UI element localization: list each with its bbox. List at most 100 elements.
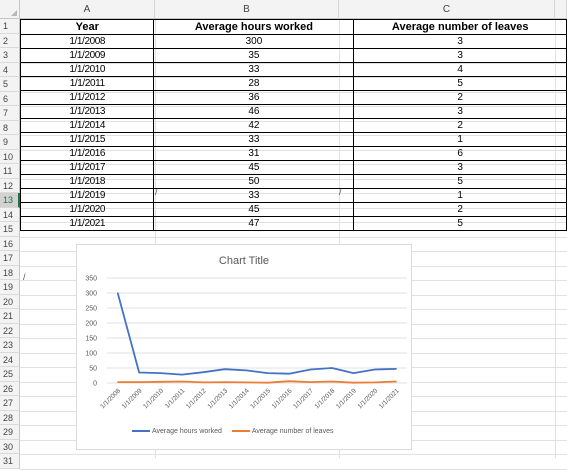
cell-hours[interactable]: 300 xyxy=(153,34,355,49)
row-header-23[interactable]: 23 xyxy=(0,338,20,353)
cell-leaves[interactable]: 1 xyxy=(353,188,567,203)
cell-hours[interactable]: 35 xyxy=(153,48,355,63)
line-chart[interactable]: Chart Title 0 50 100 150 200 250 300 350 1/1/200… xyxy=(76,244,412,450)
column-header-c[interactable]: C xyxy=(339,0,555,19)
cell-hours[interactable]: 33 xyxy=(153,132,355,147)
row-header-5[interactable]: 5 xyxy=(0,77,20,92)
table-row: 1/1/2012 36 2 xyxy=(19,90,567,105)
column-header-a[interactable]: A xyxy=(20,0,155,19)
cell-year[interactable]: 1/1/2008 xyxy=(19,34,155,49)
cell-hours[interactable]: 42 xyxy=(153,118,355,133)
row-header-25[interactable]: 25 xyxy=(0,367,20,382)
row-header-20[interactable]: 20 xyxy=(0,294,20,309)
cell-year[interactable]: 1/1/2014 xyxy=(19,118,155,133)
column-header-b[interactable]: B xyxy=(155,0,339,19)
row-header-3[interactable]: 3 xyxy=(0,48,20,63)
cell-year[interactable]: 1/1/2013 xyxy=(19,104,155,119)
cell-leaves[interactable]: 4 xyxy=(353,62,567,77)
gridline-col xyxy=(555,19,556,458)
row-header-8[interactable]: 8 xyxy=(0,120,20,135)
row-header-17[interactable]: 17 xyxy=(0,251,20,266)
y-tick-label: 300 xyxy=(85,291,97,298)
cell-hours[interactable]: 45 xyxy=(153,202,355,217)
row-header-21[interactable]: 21 xyxy=(0,309,20,324)
series-line-hours[interactable] xyxy=(116,292,397,376)
cell-year[interactable]: 1/1/2010 xyxy=(19,62,155,77)
row-header-28[interactable]: 28 xyxy=(0,410,20,425)
cell-hours[interactable]: 45 xyxy=(153,160,355,175)
row-header-11[interactable]: 11 xyxy=(0,164,20,179)
cell-leaves[interactable]: 3 xyxy=(353,160,567,175)
row-header-7[interactable]: 7 xyxy=(0,106,20,121)
cell-leaves[interactable]: 5 xyxy=(353,216,567,231)
cell-year[interactable]: 1/1/2012 xyxy=(19,90,155,105)
cell-year[interactable]: 1/1/2018 xyxy=(19,174,155,189)
cell-leaves[interactable]: 2 xyxy=(353,118,567,133)
cell-hours[interactable]: 33 xyxy=(153,188,355,203)
cell-hours[interactable]: 46 xyxy=(153,104,355,119)
cell-year[interactable]: 1/1/2015 xyxy=(19,132,155,147)
chart-plot: 0501001502002503003501/1/20081/1/20091/1… xyxy=(85,276,407,410)
legend-item-leaves: Average number of leaves xyxy=(231,428,334,435)
gridline-col xyxy=(155,19,156,458)
cell-leaves[interactable]: 3 xyxy=(353,48,567,63)
row-header-15[interactable]: 15 xyxy=(0,222,20,237)
data-point-hours xyxy=(159,372,162,374)
row-header-31[interactable]: 31 xyxy=(0,454,20,469)
x-tick-label: 1/1/2011 xyxy=(164,387,187,410)
cell-leaves[interactable]: 2 xyxy=(353,90,567,105)
row-header-14[interactable]: 14 xyxy=(0,207,20,222)
row-header-24[interactable]: 24 xyxy=(0,352,20,367)
row-header-18[interactable]: 18 xyxy=(0,265,20,280)
cell-leaves[interactable]: 6 xyxy=(353,146,567,161)
cell-year[interactable]: 1/1/2021 xyxy=(19,216,155,231)
row-header-10[interactable]: 10 xyxy=(0,149,20,164)
header-hours[interactable]: Average hours worked xyxy=(153,19,355,35)
row-header-22[interactable]: 22 xyxy=(0,323,20,338)
cell-year[interactable]: 1/1/2009 xyxy=(19,48,155,63)
row-header-27[interactable]: 27 xyxy=(0,396,20,411)
cell-year[interactable]: 1/1/2017 xyxy=(19,160,155,175)
row-header-16[interactable]: 16 xyxy=(0,236,20,251)
cell-hours[interactable]: 31 xyxy=(153,146,355,161)
chart-legend[interactable]: Average hours worked Average number of l… xyxy=(132,428,341,435)
row-header-1[interactable]: 1 xyxy=(0,19,20,34)
row-header-30[interactable]: 30 xyxy=(0,439,20,454)
cell-leaves[interactable]: 3 xyxy=(353,104,567,119)
data-point-leaves xyxy=(288,380,290,382)
row-header-2[interactable]: 2 xyxy=(0,33,20,48)
cell-leaves[interactable]: 2 xyxy=(353,202,567,217)
cell-leaves[interactable]: 5 xyxy=(353,76,567,91)
row-header-13[interactable]: 13 xyxy=(0,193,20,208)
cell-leaves[interactable]: 5 xyxy=(353,174,567,189)
series-line-leaves[interactable] xyxy=(117,380,397,384)
x-tick-label: 1/1/2014 xyxy=(228,387,251,410)
cell-hours[interactable]: 28 xyxy=(153,76,355,91)
row-header-29[interactable]: 29 xyxy=(0,425,20,440)
row-header-26[interactable]: 26 xyxy=(0,381,20,396)
header-leaves[interactable]: Average number of leaves xyxy=(353,19,567,35)
legend-label-leaves: Average number of leaves xyxy=(251,428,334,435)
cell-year[interactable]: 1/1/2019 xyxy=(19,188,155,203)
row-header-6[interactable]: 6 xyxy=(0,91,20,106)
row-header-19[interactable]: 19 xyxy=(0,280,20,295)
row-header-9[interactable]: 9 xyxy=(0,135,20,150)
cell-year[interactable]: 1/1/2016 xyxy=(19,146,155,161)
row-header-12[interactable]: 12 xyxy=(0,178,20,193)
cell-hours[interactable]: 36 xyxy=(153,90,355,105)
column-header-overflow[interactable] xyxy=(555,0,567,19)
data-point-hours xyxy=(352,372,355,374)
cell-hours[interactable]: 47 xyxy=(153,216,355,231)
cell-leaves[interactable]: 3 xyxy=(353,34,567,49)
data-point-leaves xyxy=(245,381,247,383)
cell-year[interactable]: 1/1/2011 xyxy=(19,76,155,91)
chart-title[interactable]: Chart Title xyxy=(218,255,270,267)
cell-hours[interactable]: 50 xyxy=(153,174,355,189)
cell-leaves[interactable]: 1 xyxy=(353,132,567,147)
cell-hours[interactable]: 33 xyxy=(153,62,355,77)
data-point-leaves xyxy=(159,381,162,383)
header-year[interactable]: Year xyxy=(19,19,155,35)
select-all-corner[interactable] xyxy=(0,0,20,19)
cell-year[interactable]: 1/1/2020 xyxy=(19,202,155,217)
row-header-4[interactable]: 4 xyxy=(0,62,20,77)
